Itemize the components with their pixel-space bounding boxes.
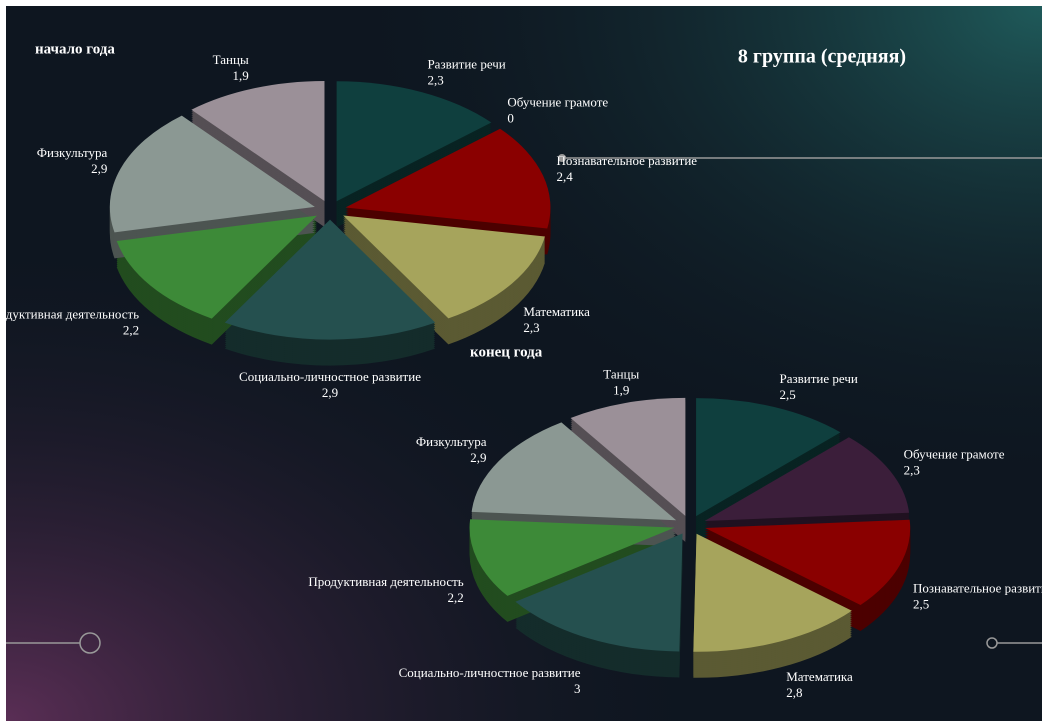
- slice-value-label: 2,2: [123, 322, 139, 337]
- slice-label: Социально-личностное развитие: [239, 369, 421, 384]
- slice-value-label: 3: [574, 681, 581, 696]
- chart-title: начало года: [35, 41, 115, 57]
- chart-title: конец года: [470, 344, 543, 360]
- slice-value-label: 2,9: [470, 450, 486, 465]
- slice-value-label: 2,4: [557, 169, 574, 184]
- slice: [705, 519, 911, 606]
- slice: [704, 437, 910, 521]
- slice: [191, 80, 325, 201]
- slice-label: Продуктивная деятельность: [0, 306, 139, 321]
- slice-value-label: 1,9: [613, 382, 629, 397]
- slice-value-label: 2,9: [322, 385, 338, 400]
- deco-dot: [558, 154, 566, 162]
- slice-label: Обучение грамоте: [507, 95, 608, 110]
- slice: [515, 533, 683, 652]
- slice: [336, 81, 492, 202]
- slice-label: Математика: [786, 669, 853, 684]
- slice-value-label: 2,5: [780, 387, 796, 402]
- slice: [469, 519, 675, 596]
- slice: [224, 219, 436, 340]
- slice-label: Танцы: [213, 52, 249, 67]
- slice-value-label: 2,2: [447, 590, 463, 605]
- slice: [471, 422, 677, 521]
- slice-value-label: 2,5: [913, 597, 929, 612]
- slice-value-label: 2,3: [523, 320, 539, 335]
- slice-label: Продуктивная деятельность: [308, 574, 463, 589]
- slice: [343, 215, 545, 319]
- slice-label: Обучение грамоте: [904, 446, 1005, 461]
- slice-label: Физкультура: [416, 434, 487, 449]
- slice-label: Познавательное развитие: [557, 153, 698, 168]
- slice-label: Танцы: [603, 366, 639, 381]
- slice-label: Математика: [523, 304, 590, 319]
- slice-value-label: 2,8: [786, 685, 802, 700]
- slice: [345, 128, 551, 229]
- slice-value-label: 2,9: [91, 161, 107, 176]
- deco-circle: [79, 632, 101, 654]
- slice: [109, 115, 315, 233]
- slice: [570, 397, 686, 516]
- slice: [693, 533, 852, 652]
- slice-value-label: 1,9: [232, 68, 248, 83]
- slice-label: Физкультура: [37, 145, 108, 160]
- slice-label: Социально-личностное развитие: [399, 665, 581, 680]
- slice: [116, 215, 318, 319]
- slice: [696, 398, 841, 517]
- slice-value-label: 2,3: [904, 462, 920, 477]
- slice-label: Развитие речи: [427, 56, 505, 71]
- slice-value-label: 2,3: [427, 72, 443, 87]
- slide-title: 8 группа (средняя): [738, 46, 906, 68]
- slice-label: Познавательное развитие: [913, 581, 1042, 596]
- slice-label: Развитие речи: [780, 371, 858, 386]
- slice-value-label: 0: [507, 111, 514, 126]
